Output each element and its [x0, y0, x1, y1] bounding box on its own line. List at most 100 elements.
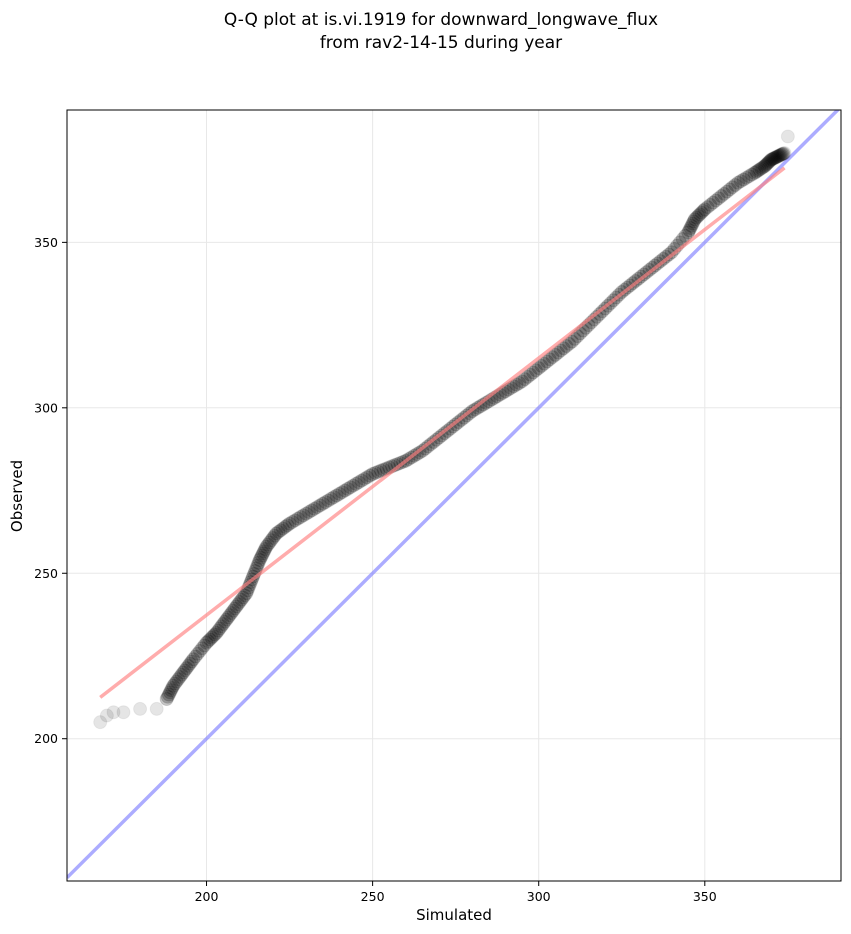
quantile-point [179, 661, 194, 676]
quantile-point [324, 491, 339, 506]
quantile-point [537, 356, 552, 371]
quantile-point [534, 358, 549, 373]
quantile-point [548, 347, 563, 362]
quantile-point [181, 658, 196, 673]
quantile-point [257, 544, 272, 559]
quantile-point [219, 612, 234, 627]
quantile-point [299, 506, 314, 521]
quantile-point [551, 345, 566, 360]
y-tick-label: 250 [34, 566, 58, 581]
x-axis-label: Simulated [416, 906, 492, 924]
x-tick-label: 350 [693, 889, 717, 904]
quantile-point [526, 365, 541, 380]
quantile-point [253, 550, 268, 565]
quantile-point [725, 180, 740, 195]
quantile-point [293, 510, 308, 525]
quantile-point [313, 498, 328, 513]
quantile-point [234, 592, 249, 607]
quantile-point [750, 163, 765, 178]
quantile-point [217, 614, 232, 629]
quantile-point [280, 518, 295, 533]
quantile-point [520, 369, 535, 384]
quantile-point [171, 672, 186, 687]
quantile-point [252, 553, 267, 568]
quantile-point [765, 152, 780, 167]
fit-line-layer [99, 166, 786, 699]
quantile-point [357, 471, 372, 486]
quantile-point [304, 503, 319, 518]
quantile-point [301, 505, 316, 520]
quantile-point [736, 172, 751, 187]
quantile-point [780, 129, 795, 144]
quantile-point [271, 524, 286, 539]
quantile-point [164, 683, 179, 698]
quantile-point [231, 597, 246, 612]
chart-title-line-1: Q-Q plot at is.vi.1919 for downward_long… [224, 10, 658, 30]
quantile-point [696, 203, 711, 218]
quantile-point [685, 216, 700, 231]
quantile-point [731, 175, 746, 190]
quantile-point [681, 225, 696, 240]
quantile-point [321, 493, 336, 508]
quantile-point [251, 555, 266, 570]
plot-frame [66, 109, 842, 882]
quantile-point [307, 501, 322, 516]
quantile-point [337, 483, 352, 498]
quantile-point [340, 481, 355, 496]
quantile-point [211, 623, 226, 638]
y-tick-label: 350 [34, 235, 58, 250]
quantile-point [714, 189, 729, 204]
quantile-point [237, 588, 252, 603]
quantile-point [686, 214, 701, 229]
identity-line-layer [67, 110, 841, 879]
quantile-point [773, 148, 788, 163]
quantile-point [273, 523, 288, 538]
quantile-point [296, 508, 311, 523]
x-tick-label: 300 [527, 889, 551, 904]
quantile-point [227, 601, 242, 616]
y-axis-ticks: 200 250 300 350 [34, 235, 67, 746]
y-tick-label: 300 [34, 400, 58, 415]
quantile-point [99, 708, 114, 723]
quantile-point [202, 632, 217, 647]
quantile-point [346, 478, 361, 493]
quantile-point [517, 372, 532, 387]
quantile-point [531, 361, 546, 376]
quantile-point [728, 178, 743, 193]
quantile-point [259, 539, 274, 554]
grid-lines [67, 110, 841, 881]
quantile-point [192, 644, 207, 659]
quantile-point [159, 692, 174, 707]
quantile-point [269, 526, 284, 541]
quantile-point [763, 153, 778, 168]
quantile-point [708, 193, 723, 208]
quantile-point [764, 152, 779, 167]
quantile-point [184, 654, 199, 669]
quantile-point [506, 379, 521, 394]
quantile-point [759, 157, 774, 172]
quantile-point [540, 354, 555, 369]
quantile-point [757, 159, 772, 174]
quantile-point [216, 617, 231, 631]
quantile-point [176, 665, 191, 680]
quantile-point [742, 169, 757, 184]
quantile-point [186, 652, 201, 667]
quantile-point [177, 663, 192, 678]
quantile-point [697, 202, 712, 217]
quantile-point [285, 514, 300, 529]
chart-title-line-2: from rav2-14-15 during year [320, 33, 562, 53]
quantile-point [343, 480, 358, 495]
quantile-point [288, 513, 303, 528]
quantile-point [165, 680, 180, 695]
quantile-point [771, 148, 786, 163]
quantile-point [523, 367, 538, 382]
quantile-point [368, 465, 383, 480]
quantile-point [258, 541, 273, 556]
quantile-point [318, 495, 333, 510]
quantile-point [222, 608, 237, 623]
quantile-point [232, 594, 247, 609]
quantile-point [762, 154, 777, 169]
quantile-point [682, 223, 697, 238]
quantile-point [214, 619, 229, 634]
x-tick-label: 200 [195, 889, 219, 904]
